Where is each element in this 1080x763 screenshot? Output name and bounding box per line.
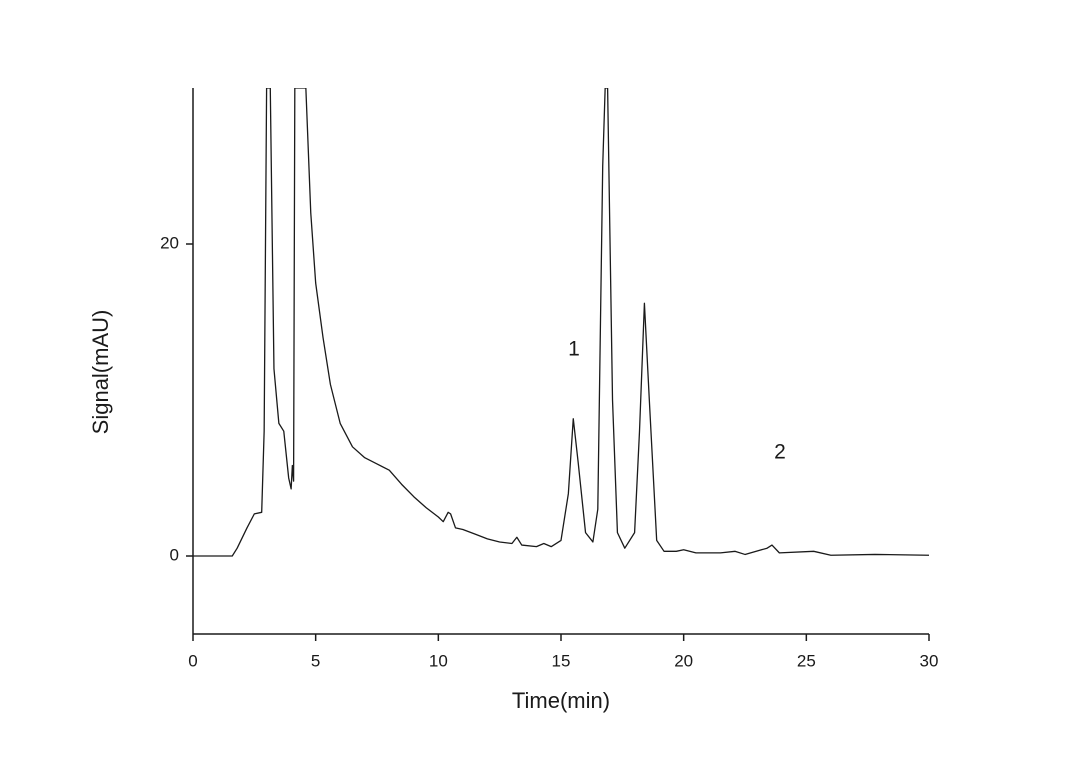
peak-annotation: 1 bbox=[568, 338, 580, 361]
signal-line bbox=[193, 88, 929, 557]
y-tick-label: 0 bbox=[170, 545, 179, 564]
x-tick-label: 25 bbox=[797, 651, 816, 670]
y-axis-title: Signal(mAU) bbox=[88, 310, 113, 435]
x-tick-label: 15 bbox=[552, 651, 571, 670]
x-tick-label: 20 bbox=[674, 651, 693, 670]
x-axis-title: Time(min) bbox=[512, 688, 610, 713]
x-tick-label: 5 bbox=[311, 651, 320, 670]
x-tick-label: 10 bbox=[429, 651, 448, 670]
x-tick-label: 30 bbox=[920, 651, 939, 670]
peak-annotation: 2 bbox=[774, 441, 786, 464]
x-tick-label: 0 bbox=[188, 651, 197, 670]
y-tick-label: 20 bbox=[160, 233, 179, 252]
